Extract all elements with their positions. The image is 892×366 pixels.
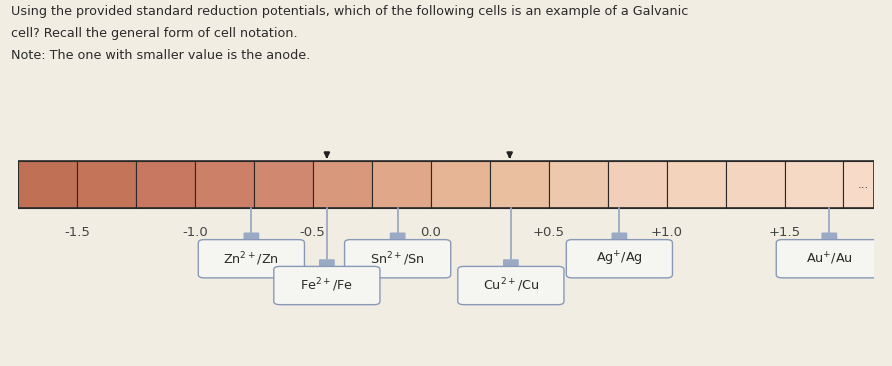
FancyBboxPatch shape	[458, 266, 564, 305]
Bar	[313, 161, 372, 208]
FancyBboxPatch shape	[274, 266, 380, 305]
Text: -1.0: -1.0	[182, 226, 208, 239]
Bar	[549, 161, 607, 208]
Text: Cu$^{2+}$/Cu: Cu$^{2+}$/Cu	[483, 277, 539, 294]
FancyBboxPatch shape	[344, 240, 450, 278]
FancyBboxPatch shape	[612, 232, 627, 241]
FancyBboxPatch shape	[319, 259, 334, 268]
FancyBboxPatch shape	[503, 259, 519, 268]
Text: Ag$^{+}$/Ag: Ag$^{+}$/Ag	[596, 250, 643, 268]
Text: +1.0: +1.0	[650, 226, 682, 239]
Text: Using the provided standard reduction potentials, which of the following cells i: Using the provided standard reduction po…	[11, 5, 688, 19]
Bar	[253, 161, 313, 208]
Text: -0.5: -0.5	[300, 226, 326, 239]
Text: Sn$^{2+}$/Sn: Sn$^{2+}$/Sn	[370, 250, 425, 268]
FancyBboxPatch shape	[244, 232, 260, 241]
FancyBboxPatch shape	[566, 240, 673, 278]
Text: Zn$^{2+}$/Zn: Zn$^{2+}$/Zn	[223, 250, 279, 268]
Bar	[844, 161, 874, 208]
Bar	[490, 161, 549, 208]
Bar	[136, 161, 194, 208]
Bar	[666, 161, 725, 208]
FancyBboxPatch shape	[822, 232, 838, 241]
Text: 0.0: 0.0	[420, 226, 442, 239]
Text: Note: The one with smaller value is the anode.: Note: The one with smaller value is the …	[11, 49, 310, 63]
FancyBboxPatch shape	[390, 232, 406, 241]
Text: cell? Recall the general form of cell notation.: cell? Recall the general form of cell no…	[11, 27, 297, 41]
Text: -1.5: -1.5	[64, 226, 90, 239]
Bar	[18, 161, 77, 208]
Text: +0.5: +0.5	[533, 226, 565, 239]
Text: Au$^{+}$/Au: Au$^{+}$/Au	[806, 251, 853, 267]
FancyBboxPatch shape	[198, 240, 304, 278]
Bar	[785, 161, 844, 208]
Bar	[431, 161, 490, 208]
FancyBboxPatch shape	[776, 240, 882, 278]
Bar	[18, 161, 874, 208]
Bar	[372, 161, 431, 208]
Text: ...: ...	[858, 178, 870, 191]
Bar	[77, 161, 136, 208]
Text: +1.5: +1.5	[768, 226, 801, 239]
Bar	[194, 161, 253, 208]
Bar	[725, 161, 785, 208]
Text: Fe$^{2+}$/Fe: Fe$^{2+}$/Fe	[301, 277, 353, 294]
Bar	[607, 161, 666, 208]
